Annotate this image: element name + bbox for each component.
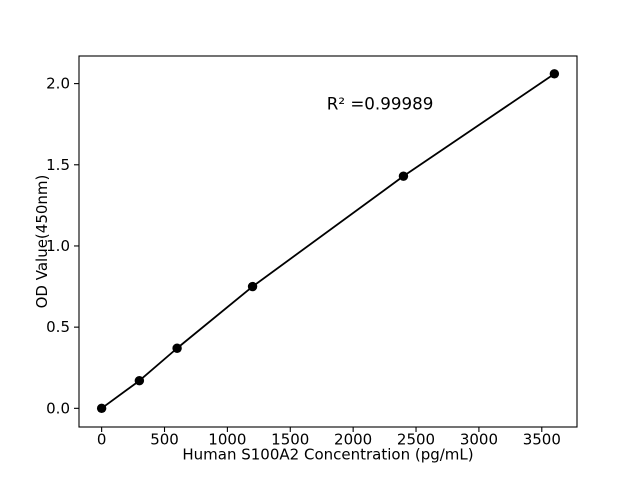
- y-tick-label: 0.0: [46, 399, 70, 417]
- data-point: [134, 376, 145, 386]
- x-tick-label: 3500: [523, 431, 561, 449]
- y-tick-label: 1.5: [46, 156, 70, 174]
- x-tick-label: 0: [97, 431, 107, 449]
- x-tick-label: 2000: [334, 431, 372, 449]
- data-point: [398, 171, 409, 181]
- data-point: [96, 403, 107, 414]
- data-point: [247, 281, 258, 292]
- x-tick-label: 500: [150, 431, 179, 449]
- y-tick-label: 0.5: [46, 318, 70, 336]
- data-point: [549, 69, 560, 79]
- x-tick-label: 1000: [208, 431, 246, 449]
- x-tick-label: 1500: [271, 431, 309, 449]
- plot-frame: [78, 55, 578, 428]
- x-tick-label: 2500: [397, 431, 435, 449]
- x-tick-label: 3000: [460, 431, 498, 449]
- y-axis-label: OD Value(450nm): [33, 175, 51, 309]
- data-point: [172, 343, 182, 353]
- r-squared-annotation: R² =0.99989: [327, 94, 434, 114]
- y-tick-label: 1.0: [46, 237, 70, 255]
- series-line: [100, 72, 556, 410]
- y-tick-label: 2.0: [46, 75, 70, 93]
- x-axis-label: Human S100A2 Concentration (pg/mL): [182, 446, 473, 464]
